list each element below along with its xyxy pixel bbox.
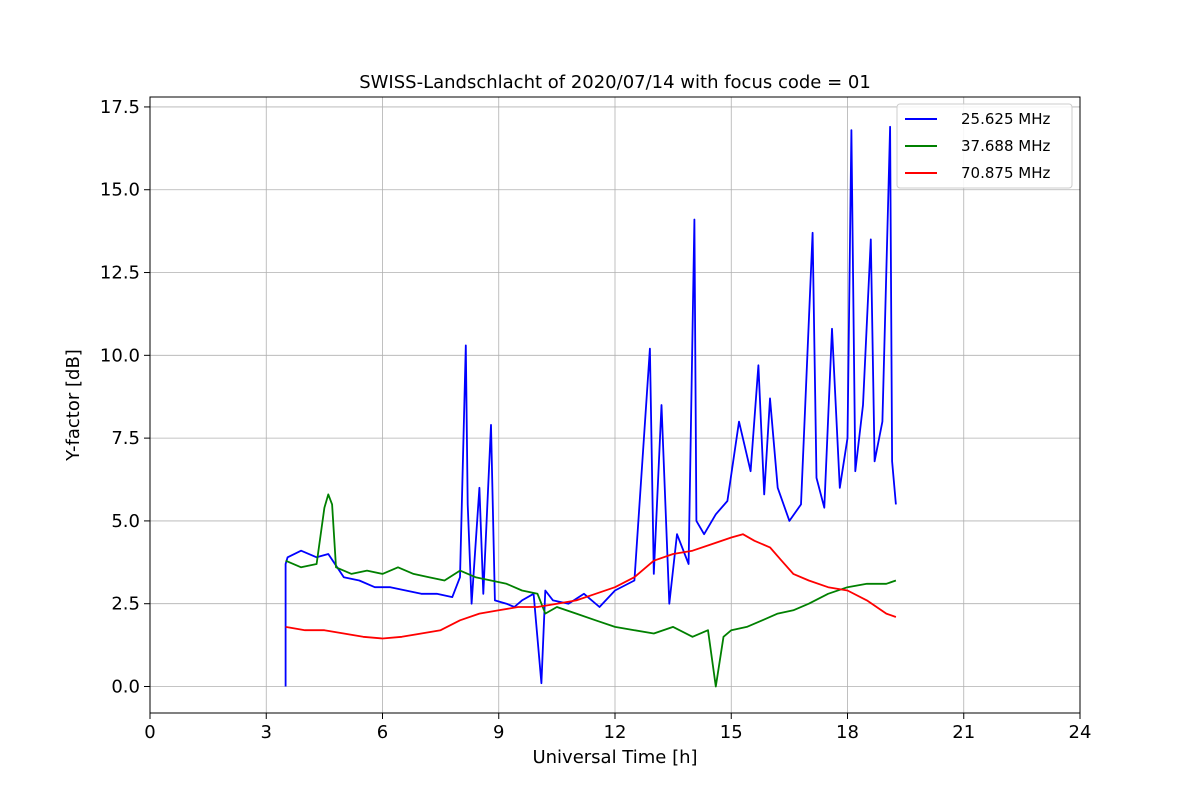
x-tick-label: 3 — [261, 722, 272, 743]
y-tick-label: 15.0 — [100, 180, 140, 201]
x-tick-label: 18 — [836, 722, 859, 743]
chart-title: SWISS-Landschlacht of 2020/07/14 with fo… — [359, 72, 871, 93]
legend-label-37-688-mhz: 37.688 MHz — [961, 137, 1050, 155]
legend-box — [896, 103, 1073, 189]
x-tick-label: 21 — [952, 722, 975, 743]
x-axis-label: Universal Time [h] — [532, 747, 697, 768]
series-line-25-625-mhz — [284, 125, 897, 687]
y-axis-ticks: 0.0 2.5 5.0 7.5 10.0 12.5 15.0 17.5 — [100, 97, 150, 698]
series-line-37-688-mhz — [285, 493, 897, 688]
y-tick-label: 5.0 — [111, 511, 140, 532]
y-tick-label: 7.5 — [111, 428, 140, 449]
x-tick-label: 15 — [720, 722, 743, 743]
y-axis-label: Y-factor [dB] — [63, 349, 84, 462]
x-tick-label: 24 — [1069, 722, 1092, 743]
x-tick-label: 6 — [377, 722, 388, 743]
y-tick-label: 2.5 — [111, 594, 140, 615]
y-tick-label: 0.0 — [111, 677, 140, 698]
legend: 25.625 MHz 37.688 MHz 70.875 MHz — [896, 103, 1073, 189]
y-tick-label: 12.5 — [100, 263, 140, 284]
x-axis-ticks: 0 3 6 9 12 15 18 21 24 — [144, 713, 1091, 743]
y-tick-label: 10.0 — [100, 345, 140, 366]
x-tick-label: 12 — [604, 722, 627, 743]
legend-label-70-875-mhz: 70.875 MHz — [961, 164, 1050, 182]
series-layer — [284, 125, 897, 688]
series-line-70-875-mhz — [285, 533, 897, 640]
legend-label-25-625-mhz: 25.625 MHz — [961, 110, 1050, 128]
y-tick-label: 17.5 — [100, 97, 140, 118]
x-tick-label: 0 — [144, 722, 155, 743]
x-tick-label: 9 — [493, 722, 504, 743]
